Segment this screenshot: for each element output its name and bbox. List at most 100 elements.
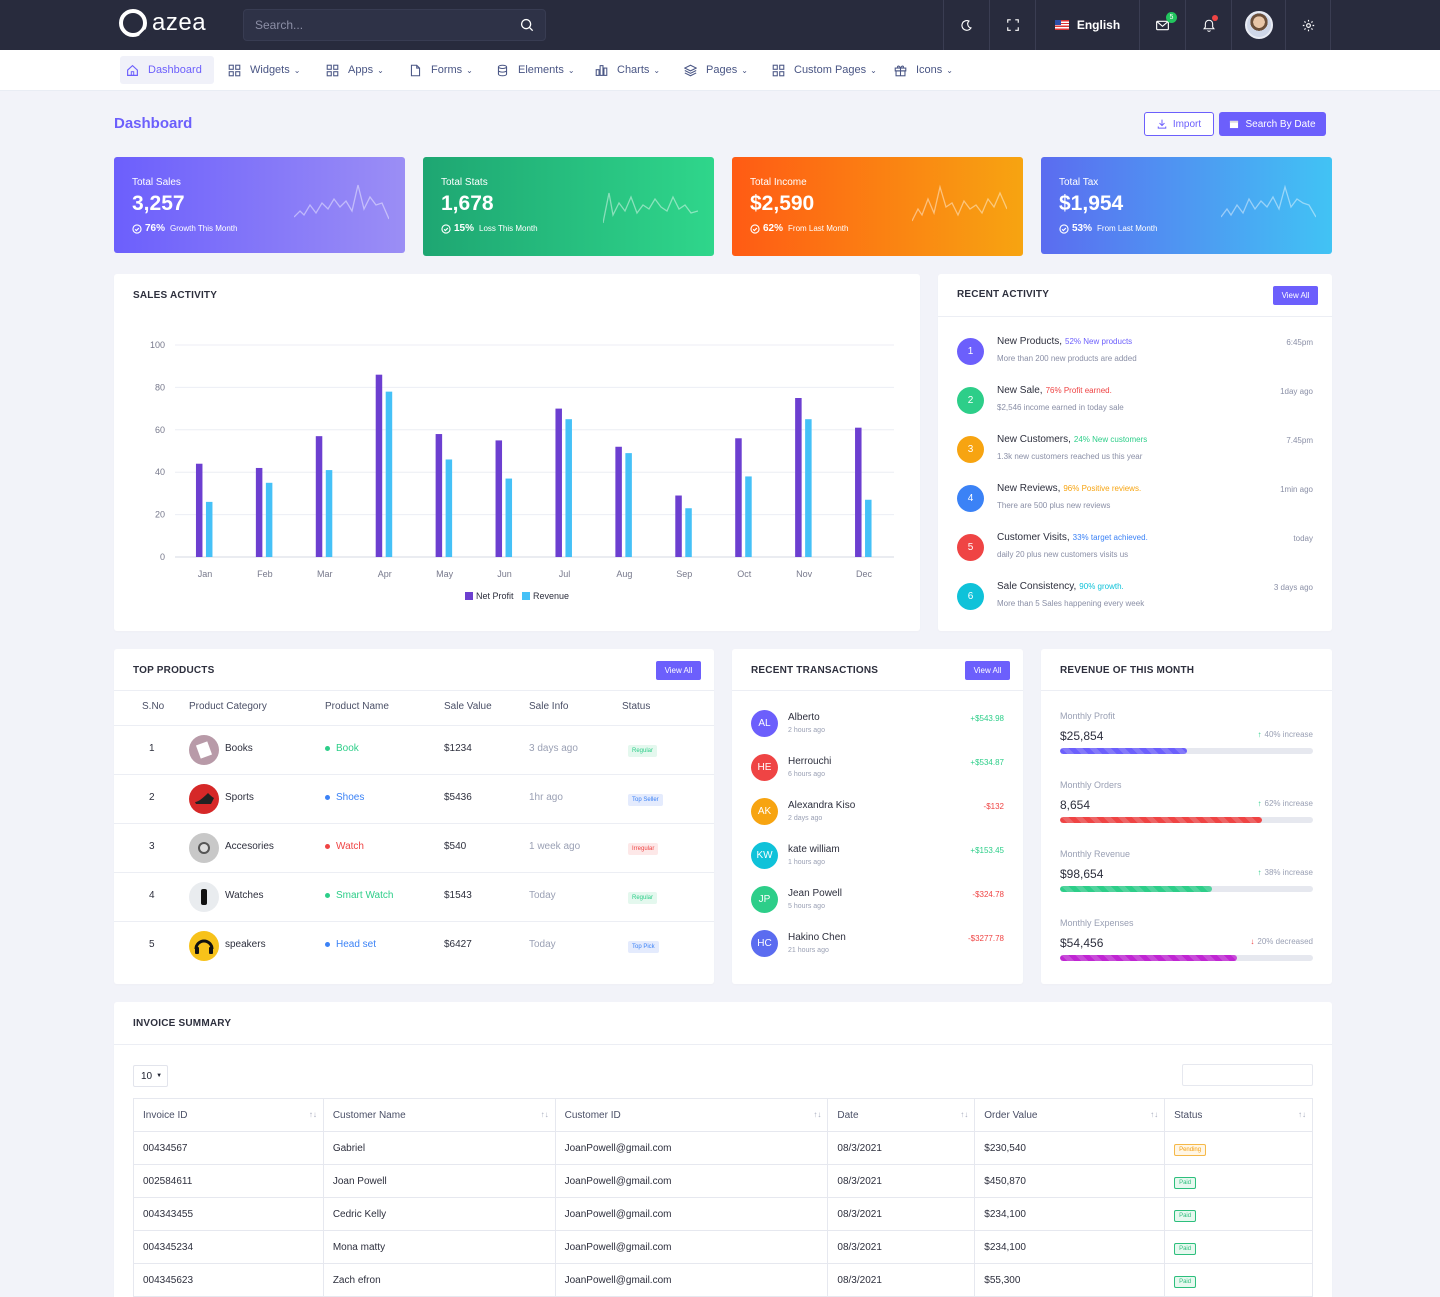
- cell-value: $230,540: [974, 1131, 1166, 1165]
- search-icon[interactable]: [520, 18, 534, 32]
- table-row[interactable]: 5 speakers Head set $6427 Today Top Pick: [114, 921, 714, 970]
- activity-item[interactable]: 6 Sale Consistency, 90% growth. More than 5…: [957, 581, 1313, 625]
- arrow-up-icon: ↑: [1257, 868, 1262, 877]
- nav-custom-pages[interactable]: Custom Pages ⌄: [766, 56, 883, 84]
- table-row[interactable]: 004345234 Mona matty JoanPowell@gmail.com 0…: [133, 1230, 1313, 1264]
- bell-icon: [1202, 19, 1215, 32]
- bar: [615, 446, 622, 557]
- cell-sno: 1: [149, 743, 155, 754]
- nav-forms[interactable]: Forms ⌄: [403, 56, 479, 84]
- revenue-change: ↑ 62% increase: [1258, 799, 1313, 808]
- nav-widgets[interactable]: Widgets ⌄: [222, 56, 306, 84]
- revenue-value: 8,654: [1060, 798, 1091, 812]
- recent-activity-view-all-button[interactable]: View All: [1273, 286, 1318, 305]
- sort-icon: ↑↓: [813, 1110, 822, 1119]
- import-button[interactable]: Import: [1144, 112, 1214, 136]
- sort-column-customer-name[interactable]: Customer Name ↑↓: [322, 1098, 556, 1132]
- cell-category: Books: [225, 743, 253, 754]
- notifications-button[interactable]: [1185, 0, 1231, 50]
- nav-pages[interactable]: Pages ⌄: [678, 56, 754, 84]
- chevron-down-icon: ⌄: [567, 65, 575, 75]
- search-by-date-button[interactable]: Search By Date: [1219, 112, 1326, 136]
- activity-title: New Sale, 76% Profit earned.: [997, 385, 1112, 396]
- transaction-item[interactable]: KW kate william 1 hours ago +$153.45: [751, 842, 1004, 886]
- search-box: [243, 9, 546, 41]
- activity-item[interactable]: 3 New Customers, 24% New customers 1.3k new…: [957, 434, 1313, 478]
- cell-sale-value: $1234: [444, 743, 472, 754]
- transaction-item[interactable]: AL Alberto 2 hours ago +$543.98: [751, 710, 1004, 754]
- table-row[interactable]: 4 Watches Smart Watch $1543 Today Regular: [114, 872, 714, 921]
- fullscreen-button[interactable]: [989, 0, 1035, 50]
- transactions-view-all-button[interactable]: View All: [965, 661, 1010, 680]
- transaction-item[interactable]: HC Hakino Chen 21 hours ago -$3277.78: [751, 930, 1004, 974]
- revenue-label: Monthly Profit: [1060, 711, 1116, 721]
- sort-column-status[interactable]: Status ↑↓: [1164, 1098, 1313, 1132]
- table-row[interactable]: 00434567 Gabriel JoanPowell@gmail.com 08/3/…: [133, 1131, 1313, 1165]
- stat-card: Total Tax $1,954 53% From Last Month: [1041, 157, 1332, 254]
- home-icon: [127, 64, 138, 76]
- sort-column-order-value[interactable]: Order Value ↑↓: [974, 1098, 1166, 1132]
- nav-charts[interactable]: Charts ⌄: [589, 56, 666, 84]
- nav-label: Forms: [431, 64, 463, 76]
- table-row[interactable]: 2 Sports Shoes $5436 1hr ago Top Seller: [114, 774, 714, 823]
- database-icon: [497, 64, 508, 76]
- theme-toggle-button[interactable]: [943, 0, 989, 50]
- transaction-item[interactable]: JP Jean Powell 5 hours ago -$324.78: [751, 886, 1004, 930]
- table-search-input[interactable]: [1182, 1064, 1313, 1086]
- activity-highlight: 33% target achieved.: [1072, 533, 1148, 542]
- bar: [795, 398, 802, 557]
- product-name: Head set: [336, 939, 377, 950]
- transaction-item[interactable]: AK Alexandra Kiso 2 days ago -$132: [751, 798, 1004, 842]
- cell-value: $55,300: [974, 1263, 1166, 1297]
- messages-button[interactable]: 5: [1139, 0, 1185, 50]
- status-dot: [325, 843, 330, 849]
- table-row[interactable]: 004343455 Cedric Kelly JoanPowell@gmail.co…: [133, 1197, 1313, 1231]
- table-row[interactable]: 004345623 Zach efron JoanPowell@gmail.com 0…: [133, 1263, 1313, 1297]
- top-products-view-all-button[interactable]: View All: [656, 661, 701, 680]
- table-row[interactable]: 1 Books Book $1234 3 days ago Regular: [114, 725, 714, 774]
- nav-label: Elements: [518, 64, 564, 76]
- activity-item[interactable]: 1 New Products, 52% New products More than …: [957, 336, 1313, 380]
- table-row[interactable]: 3 Accesories Watch $540 1 week ago Irregular: [114, 823, 714, 872]
- revenue-change-text: 62% increase: [1264, 799, 1313, 808]
- settings-button[interactable]: [1285, 0, 1331, 50]
- nav-elements[interactable]: Elements ⌄: [490, 56, 581, 84]
- profile-button[interactable]: [1231, 0, 1285, 50]
- status-dot: [325, 794, 330, 800]
- transaction-item[interactable]: HE Herrouchi 6 hours ago +$534.87: [751, 754, 1004, 798]
- activity-item[interactable]: 2 New Sale, 76% Profit earned. $2,546 incom…: [957, 385, 1313, 429]
- import-label: Import: [1172, 118, 1202, 130]
- activity-title-text: New Sale,: [997, 385, 1043, 396]
- progress-bar: [1060, 748, 1187, 754]
- sort-column-invoice-id[interactable]: Invoice ID ↑↓: [133, 1098, 324, 1132]
- sort-column-date[interactable]: Date ↑↓: [827, 1098, 976, 1132]
- main-nav: Dashboard Widgets ⌄ Apps ⌄ Forms ⌄ Elements…: [0, 50, 1440, 91]
- cell-sno: 4: [149, 890, 155, 901]
- page-size-select[interactable]: 10 ▼: [133, 1065, 168, 1087]
- calendar-icon: [1230, 120, 1239, 129]
- nav-apps[interactable]: Apps ⌄: [320, 56, 390, 84]
- invoice-summary-title: INVOICE SUMMARY: [133, 1018, 232, 1029]
- nav-dashboard[interactable]: Dashboard: [120, 56, 214, 84]
- cell-cid: JoanPowell@gmail.com: [554, 1164, 829, 1198]
- language-selector[interactable]: English: [1035, 0, 1139, 50]
- status-badge: Top Seller: [628, 794, 663, 806]
- status-badge: Paid: [1174, 1209, 1197, 1222]
- activity-item[interactable]: 4 New Reviews, 96% Positive reviews. There …: [957, 483, 1313, 527]
- sort-column-customer-id[interactable]: Customer ID ↑↓: [554, 1098, 829, 1132]
- search-input[interactable]: [244, 18, 504, 32]
- bar: [625, 453, 632, 557]
- y-tick-label: 80: [155, 382, 165, 392]
- activity-item[interactable]: 5 Customer Visits, 33% target achieved. dai…: [957, 532, 1313, 576]
- logo[interactable]: azea: [119, 9, 206, 37]
- stat-label: Total Sales: [132, 177, 181, 188]
- bar: [205, 501, 213, 557]
- table-row[interactable]: 002584611 Joan Powell JoanPowell@gmail.com…: [133, 1164, 1313, 1198]
- activity-title-text: Customer Visits,: [997, 532, 1070, 543]
- stat-note: Growth This Month: [170, 224, 238, 233]
- sales-chart: 0 20 40 60 80 100 Jan Feb Mar Apr May Jun Jul Aug Sep O…: [150, 340, 894, 601]
- clock-icon: [441, 223, 451, 234]
- nav-icons[interactable]: Icons ⌄: [888, 56, 959, 84]
- column-header: Product Category: [189, 701, 267, 712]
- activity-title-text: Sale Consistency,: [997, 581, 1077, 592]
